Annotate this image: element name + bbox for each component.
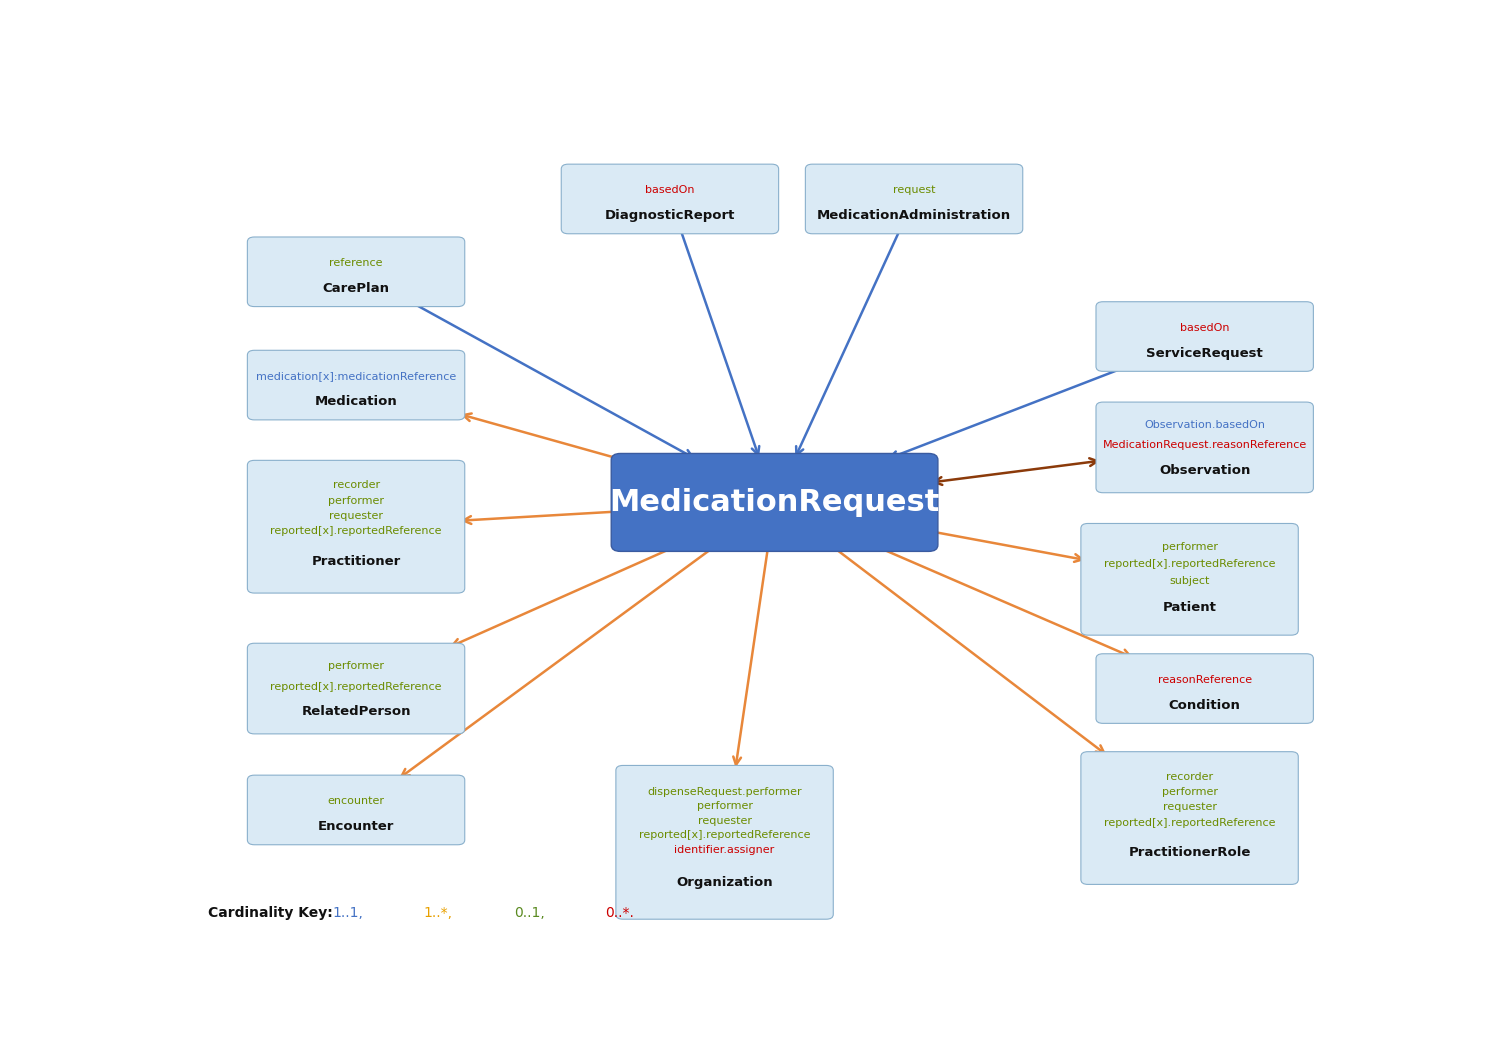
Text: Patient: Patient (1162, 601, 1216, 615)
FancyBboxPatch shape (248, 460, 465, 593)
Text: recorder: recorder (333, 480, 380, 490)
Text: performer: performer (328, 661, 384, 672)
FancyBboxPatch shape (248, 643, 465, 734)
Text: reported[x].reportedReference: reported[x].reportedReference (1104, 818, 1275, 827)
Text: Condition: Condition (1168, 699, 1240, 712)
FancyBboxPatch shape (248, 236, 465, 307)
FancyBboxPatch shape (248, 776, 465, 845)
Text: RelatedPerson: RelatedPerson (302, 705, 411, 718)
Text: Organization: Organization (676, 877, 772, 889)
FancyBboxPatch shape (1096, 403, 1314, 493)
Text: performer: performer (328, 496, 384, 506)
Text: Medication: Medication (315, 395, 398, 409)
FancyBboxPatch shape (1096, 302, 1314, 371)
FancyBboxPatch shape (1082, 523, 1299, 635)
Text: MedicationRequest: MedicationRequest (609, 488, 939, 517)
Text: performer: performer (1161, 542, 1218, 552)
Text: ServiceRequest: ServiceRequest (1146, 347, 1263, 359)
Text: medication[x]:medicationReference: medication[x]:medicationReference (256, 371, 456, 382)
Text: performer: performer (1161, 787, 1218, 797)
Text: DiagnosticReport: DiagnosticReport (604, 209, 735, 222)
FancyBboxPatch shape (616, 765, 834, 920)
Text: Practitioner: Practitioner (312, 555, 401, 568)
Text: dispenseRequest.performer: dispenseRequest.performer (648, 787, 802, 797)
FancyBboxPatch shape (248, 350, 465, 420)
Text: Observation.basedOn: Observation.basedOn (1144, 420, 1264, 430)
Text: Observation: Observation (1160, 463, 1251, 476)
Text: identifier.assigner: identifier.assigner (675, 845, 774, 854)
Text: reported[x].reportedReference: reported[x].reportedReference (270, 527, 442, 536)
FancyBboxPatch shape (561, 164, 778, 233)
Text: 0..1,: 0..1, (514, 906, 544, 920)
FancyBboxPatch shape (610, 453, 938, 552)
Text: MedicationRequest.reasonReference: MedicationRequest.reasonReference (1102, 440, 1306, 451)
Text: reported[x].reportedReference: reported[x].reportedReference (270, 681, 442, 692)
Text: requester: requester (698, 816, 752, 826)
Text: 1..*,: 1..*, (423, 906, 453, 920)
Text: performer: performer (696, 801, 753, 811)
Text: Cardinality Key:: Cardinality Key: (209, 906, 333, 920)
Text: reported[x].reportedReference: reported[x].reportedReference (1104, 559, 1275, 569)
Text: reference: reference (330, 257, 382, 268)
Text: 0..*.: 0..*. (604, 906, 633, 920)
Text: basedOn: basedOn (1180, 323, 1230, 332)
FancyBboxPatch shape (806, 164, 1023, 233)
Text: encounter: encounter (327, 796, 384, 806)
Text: requester: requester (1162, 802, 1216, 812)
FancyBboxPatch shape (1082, 751, 1299, 884)
Text: request: request (892, 185, 936, 195)
FancyBboxPatch shape (1096, 654, 1314, 723)
Text: basedOn: basedOn (645, 185, 694, 195)
Text: PractitionerRole: PractitionerRole (1128, 846, 1251, 859)
Text: subject: subject (1170, 576, 1210, 586)
Text: 1..1,: 1..1, (333, 906, 363, 920)
Text: requester: requester (328, 511, 382, 521)
Text: MedicationAdministration: MedicationAdministration (818, 209, 1011, 222)
Text: Encounter: Encounter (318, 820, 394, 833)
Text: recorder: recorder (1166, 771, 1214, 782)
Text: reported[x].reportedReference: reported[x].reportedReference (639, 830, 810, 840)
Text: reasonReference: reasonReference (1158, 675, 1251, 684)
Text: CarePlan: CarePlan (322, 282, 390, 295)
